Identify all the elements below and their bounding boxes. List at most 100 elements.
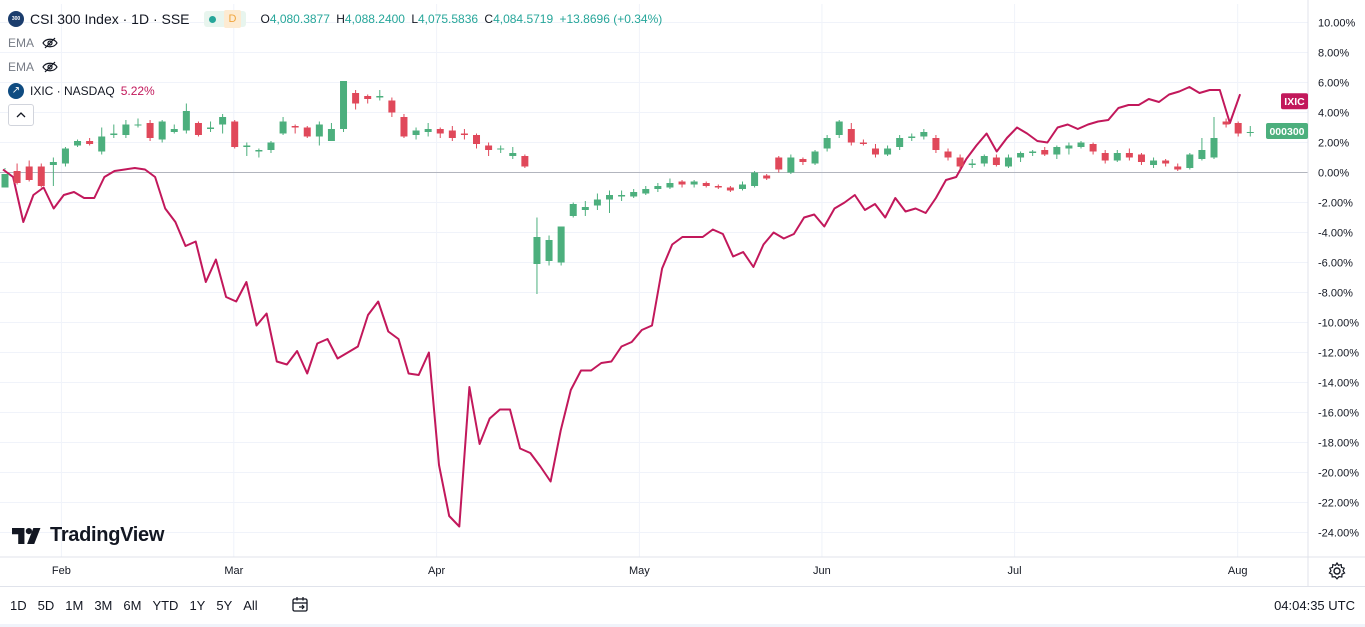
bottom-strip — [0, 624, 1365, 627]
ixic-point — [975, 144, 977, 146]
ixic-point — [428, 351, 430, 353]
candle-body — [412, 130, 420, 135]
range-button-1y[interactable]: 1Y — [189, 598, 206, 613]
range-button-all[interactable]: All — [243, 598, 258, 613]
ixic-point — [296, 350, 298, 352]
ixic-point — [83, 197, 85, 199]
ixic-point — [620, 345, 622, 347]
ixic-point — [154, 176, 156, 178]
candle-body — [1150, 160, 1158, 165]
candle-body — [799, 159, 807, 162]
x-tick-label: May — [629, 565, 650, 577]
candle-body — [823, 138, 831, 149]
market-status-badge[interactable]: D — [203, 10, 247, 28]
range-button-1m[interactable]: 1M — [65, 598, 84, 613]
candle-body — [509, 153, 517, 156]
range-button-5y[interactable]: 5Y — [216, 598, 233, 613]
collapse-legend-button[interactable] — [8, 104, 34, 126]
ixic-point — [1148, 98, 1150, 100]
ixic-point — [996, 150, 998, 152]
candle-body — [497, 148, 505, 150]
ixic-point — [93, 197, 95, 199]
indicator-ema-2[interactable]: EMA — [8, 58, 665, 76]
ixic-price-label: IXIC — [1284, 96, 1305, 108]
candle-body — [956, 157, 964, 167]
ixic-point — [123, 168, 125, 170]
candle-body — [859, 142, 867, 144]
candle-body — [920, 132, 928, 137]
compare-series-legend[interactable]: ↗ IXIC · NASDAQ 5.22% — [8, 82, 665, 100]
eye-slash-icon[interactable] — [42, 37, 58, 49]
ixic-point — [651, 324, 653, 326]
open-value: 4,080.3877 — [269, 12, 330, 26]
candle-body — [473, 135, 481, 144]
candle-body — [545, 240, 553, 261]
range-button-5d[interactable]: 5D — [37, 598, 55, 613]
candle-body — [25, 166, 33, 180]
ixic-point — [63, 194, 65, 196]
ixic-point — [235, 300, 237, 302]
candle-body — [122, 124, 130, 135]
candle-body — [775, 157, 783, 170]
candle-body — [557, 226, 565, 263]
candle-body — [642, 189, 650, 194]
y-tick-label: -16.00% — [1318, 408, 1359, 420]
y-tick-label: -10.00% — [1318, 318, 1359, 330]
candle-body — [811, 151, 819, 164]
candle-body — [763, 175, 771, 179]
ixic-point — [42, 186, 44, 188]
candle-body — [835, 121, 843, 135]
ixic-line[interactable] — [2, 86, 1242, 528]
range-button-3m[interactable]: 3M — [94, 598, 113, 613]
candle-body — [485, 145, 493, 150]
candle-body — [1174, 166, 1182, 170]
symbol-title[interactable]: CSI 300 Index · 1D · SSE — [30, 11, 190, 27]
candle-body — [908, 136, 916, 138]
utc-clock[interactable]: 04:04:35 UTC — [1274, 598, 1355, 613]
candle-body — [231, 121, 239, 147]
candle-body — [424, 129, 432, 132]
ixic-point — [874, 203, 876, 205]
x-tick-label: Jul — [1008, 565, 1022, 577]
eye-slash-icon[interactable] — [42, 61, 58, 73]
tradingview-logo[interactable]: TradingView — [12, 524, 164, 547]
legend: 300 CSI 300 Index · 1D · SSE D O4,080.38… — [8, 10, 665, 130]
ixic-point — [691, 236, 693, 238]
candle-body — [654, 186, 662, 189]
y-tick-label: -12.00% — [1318, 348, 1359, 360]
candle-body — [521, 156, 529, 167]
range-button-1d[interactable]: 1D — [10, 598, 27, 613]
ixic-point — [854, 194, 856, 196]
calendar-range-icon[interactable] — [291, 596, 309, 614]
ixic-point — [783, 237, 785, 239]
ixic-point — [103, 176, 105, 178]
y-tick-label: -20.00% — [1318, 468, 1359, 480]
ixic-point — [316, 342, 318, 344]
ixic-point — [1208, 89, 1210, 91]
main-series-legend[interactable]: 300 CSI 300 Index · 1D · SSE D O4,080.38… — [8, 10, 665, 28]
ixic-price-tag — [1281, 93, 1308, 110]
ixic-point — [438, 464, 440, 466]
ixic-point — [418, 374, 420, 376]
ixic-point — [1006, 137, 1008, 139]
y-tick-label: -22.00% — [1318, 498, 1359, 510]
compare-symbol-name: IXIC · NASDAQ — [30, 84, 115, 98]
ixic-point — [32, 194, 34, 196]
range-button-ytd[interactable]: YTD — [152, 598, 179, 613]
candle-body — [618, 195, 626, 197]
ixic-point — [448, 515, 450, 517]
last-price-tag — [1266, 123, 1308, 139]
ixic-point — [772, 231, 774, 233]
range-button-6m[interactable]: 6M — [123, 598, 142, 613]
candle-body — [690, 181, 698, 185]
candle-body — [327, 129, 335, 141]
candle-body — [110, 133, 118, 135]
ixic-point — [22, 221, 24, 223]
candle-body — [352, 93, 360, 104]
ixic-point — [1036, 140, 1038, 142]
indicator-ema-1[interactable]: EMA — [8, 34, 665, 52]
candle-body — [678, 181, 686, 185]
settings-gear-icon[interactable] — [1327, 561, 1347, 581]
ixic-point — [1077, 128, 1079, 130]
